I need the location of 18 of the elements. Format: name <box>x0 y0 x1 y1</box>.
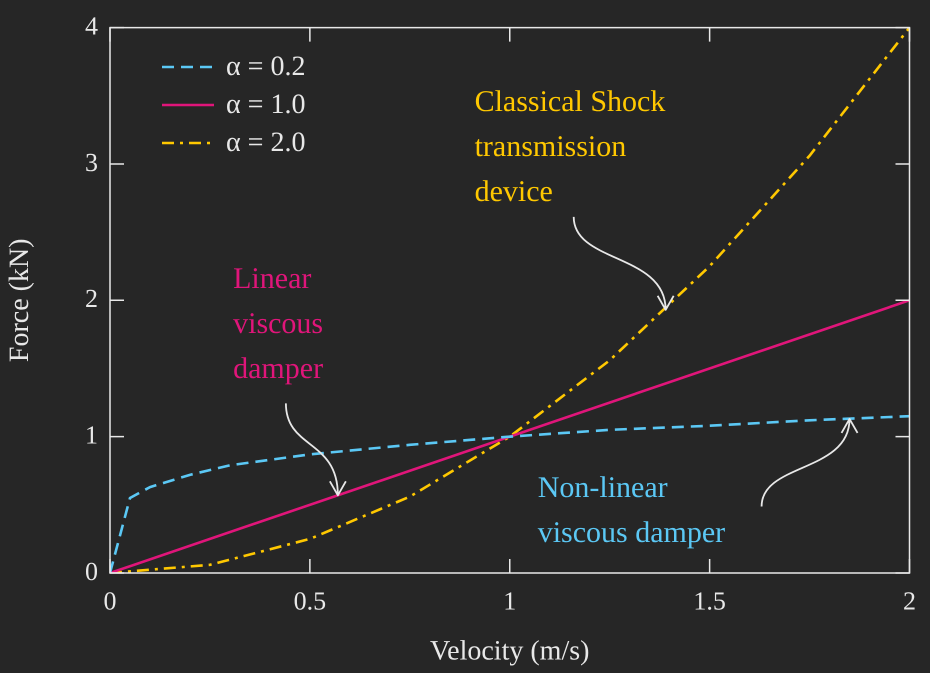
y-tick-label: 0 <box>85 556 98 586</box>
annotation: Classical Shock transmission device <box>474 84 666 210</box>
y-tick-label: 3 <box>85 148 98 177</box>
legend-label: α = 1.0 <box>226 88 306 122</box>
legend-label: α = 0.2 <box>226 50 306 84</box>
x-axis-title: Velocity (m/s) <box>430 636 590 667</box>
annotation: Non-linear viscous damper <box>538 470 726 551</box>
x-tick-label: 2 <box>903 586 916 616</box>
y-tick-label: 1 <box>85 420 98 450</box>
x-tick-label: 1.5 <box>693 586 726 616</box>
y-axis-title: Force (kN) <box>4 238 36 362</box>
legend-label: α = 2.0 <box>226 126 306 160</box>
x-tick-label: 1 <box>503 586 516 616</box>
y-tick-label: 4 <box>85 11 98 40</box>
annotation: Linear viscous damper <box>233 261 324 388</box>
x-tick-label: 0.5 <box>294 586 326 616</box>
y-tick-label: 2 <box>85 284 98 314</box>
x-tick-label: 0 <box>104 586 116 616</box>
